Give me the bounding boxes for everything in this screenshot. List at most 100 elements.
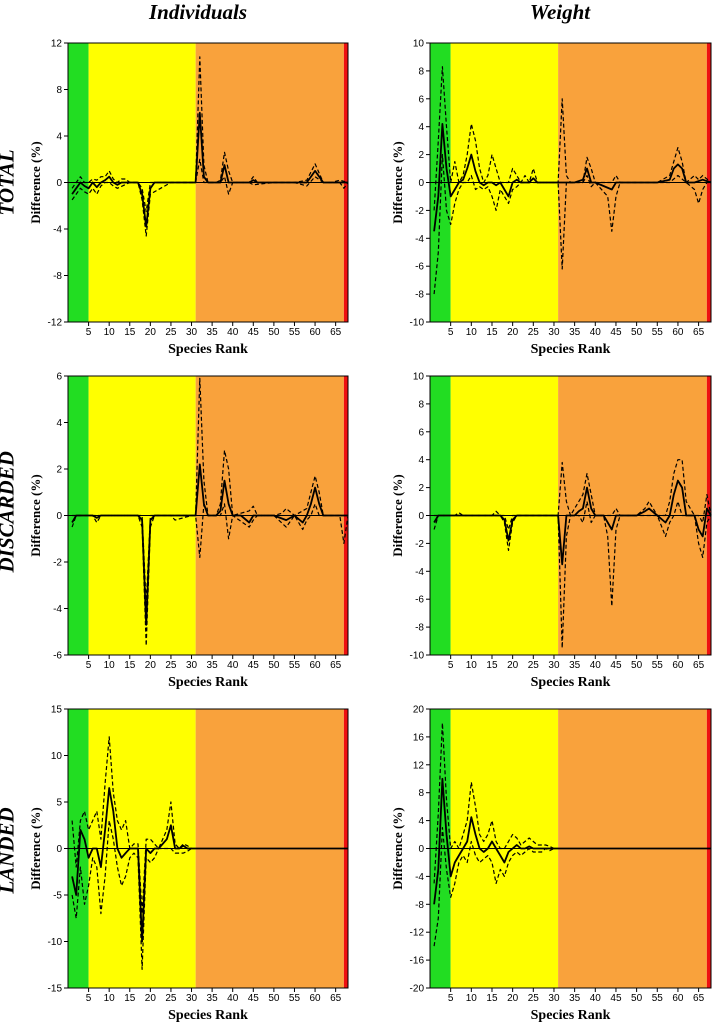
chart-total-weight: -10 -8 -6 -4 -2 0 2 4 6 8 10 5 10 15 20 25 30 35 40 45 50 55 6… — [390, 39, 712, 357]
y-tick-label: -6 — [53, 651, 62, 662]
y-tick-label: -5 — [53, 891, 62, 902]
x-tick-label: 45 — [248, 327, 260, 338]
x-tick-label: 10 — [104, 327, 116, 338]
x-tick-label: 30 — [186, 660, 198, 671]
y-tick-label: -12 — [48, 318, 63, 329]
x-tick-label: 45 — [248, 660, 260, 671]
x-tick-label: 60 — [672, 993, 684, 1004]
x-tick-label: 30 — [186, 327, 198, 338]
x-tick-label: 65 — [693, 327, 705, 338]
y-tick-label: 6 — [56, 372, 62, 383]
x-tick-label: 5 — [448, 993, 454, 1004]
y-tick-label: -4 — [415, 234, 424, 245]
y-tick-label: 8 — [418, 788, 424, 799]
series-lower-line — [433, 500, 712, 649]
x-tick-label: 20 — [145, 327, 157, 338]
x-tick-label: 30 — [548, 660, 560, 671]
y-tick-label: -20 — [410, 984, 425, 995]
y-tick-label: -2 — [415, 539, 424, 550]
chart-landed-weight: -20 -16 -12 -8 -4 0 4 8 12 16 20 5 10 15 20 25 30 35 40 45 5… — [390, 705, 712, 1023]
y-tick-label: 2 — [418, 150, 424, 161]
x-tick-label: 50 — [631, 993, 643, 1004]
y-tick-label: -10 — [410, 318, 425, 329]
y-tick-label: 0 — [418, 511, 424, 522]
x-tick-label: 55 — [652, 993, 664, 1004]
y-axis-label: Difference (%) — [390, 474, 405, 556]
y-tick-label: -2 — [415, 206, 424, 217]
x-tick-label: 55 — [289, 993, 301, 1004]
y-tick-label: -10 — [48, 937, 63, 948]
x-tick-label: 10 — [104, 993, 116, 1004]
chart-landed-individuals: -15 -10 -5 0 5 10 15 5 10 15 20 25 30 35 40 45 50 55 60 65 S… — [28, 705, 349, 1023]
x-tick-label: 40 — [590, 660, 602, 671]
x-tick-label: 35 — [569, 327, 581, 338]
x-tick-label: 55 — [289, 660, 301, 671]
x-tick-label: 55 — [652, 327, 664, 338]
x-tick-label: 60 — [672, 660, 684, 671]
x-tick-label: 45 — [248, 993, 260, 1004]
x-tick-label: 10 — [466, 327, 478, 338]
x-tick-label: 35 — [207, 993, 219, 1004]
y-tick-label: 5 — [56, 798, 62, 809]
y-tick-label: 4 — [418, 455, 424, 466]
y-tick-label: 20 — [413, 705, 425, 716]
x-axis-label: Species Rank — [168, 1008, 248, 1023]
x-axis-label: Species Rank — [168, 675, 248, 690]
y-tick-label: 10 — [413, 372, 425, 383]
x-tick-label: 60 — [309, 993, 321, 1004]
y-tick-label: -12 — [410, 928, 425, 939]
column-header-weight: Weight — [529, 0, 591, 24]
x-tick-label: 5 — [86, 660, 92, 671]
y-tick-label: 2 — [56, 465, 62, 476]
y-tick-label: 8 — [418, 66, 424, 77]
y-tick-label: -8 — [415, 623, 424, 634]
x-tick-label: 5 — [448, 327, 454, 338]
y-tick-label: -6 — [415, 262, 424, 273]
y-tick-label: 4 — [418, 816, 424, 827]
x-tick-label: 15 — [486, 660, 498, 671]
x-tick-label: 25 — [528, 327, 540, 338]
y-axis-label: Difference (%) — [28, 807, 43, 889]
x-tick-label: 5 — [86, 993, 92, 1004]
y-tick-label: -4 — [53, 604, 62, 615]
y-tick-label: 8 — [56, 85, 62, 96]
x-tick-label: 45 — [610, 993, 622, 1004]
x-tick-label: 50 — [268, 993, 280, 1004]
x-tick-label: 50 — [631, 660, 643, 671]
x-tick-label: 25 — [528, 993, 540, 1004]
chart-discarded-weight: -10 -8 -6 -4 -2 0 2 4 6 8 10 5 10 15 20 25 30 35 40 45 50 55 6… — [390, 372, 712, 690]
x-tick-label: 60 — [309, 660, 321, 671]
x-tick-label: 30 — [548, 993, 560, 1004]
y-axis-label: Difference (%) — [28, 141, 43, 223]
y-tick-label: 12 — [413, 760, 425, 771]
y-axis-label: Difference (%) — [28, 474, 43, 556]
x-tick-label: 40 — [590, 327, 602, 338]
y-tick-label: -16 — [410, 956, 425, 967]
x-tick-label: 25 — [165, 993, 177, 1004]
x-axis-label: Species Rank — [531, 1008, 611, 1023]
x-tick-label: 20 — [145, 993, 157, 1004]
series-lower-line — [433, 826, 555, 947]
chart-total-individuals: -12 -8 -4 0 4 8 12 5 10 15 20 25 30 35 40 45 50 55 60 65 Spe… — [28, 39, 349, 357]
x-tick-label: 15 — [486, 327, 498, 338]
y-tick-label: -10 — [410, 651, 425, 662]
x-tick-label: 35 — [207, 660, 219, 671]
y-tick-label: 12 — [51, 39, 63, 50]
x-tick-label: 35 — [207, 327, 219, 338]
series-lower-line — [71, 819, 192, 971]
y-tick-label: -15 — [48, 984, 63, 995]
x-tick-label: 35 — [569, 660, 581, 671]
x-axis-label: Species Rank — [531, 342, 611, 357]
series-mean-line — [71, 111, 348, 228]
series-mean-line — [433, 123, 712, 232]
x-tick-label: 25 — [165, 660, 177, 671]
x-tick-label: 5 — [448, 660, 454, 671]
x-tick-label: 45 — [610, 327, 622, 338]
x-tick-label: 60 — [672, 327, 684, 338]
series-mean-line — [71, 787, 348, 943]
y-tick-label: -4 — [53, 225, 62, 236]
series-lower-line — [71, 503, 349, 647]
